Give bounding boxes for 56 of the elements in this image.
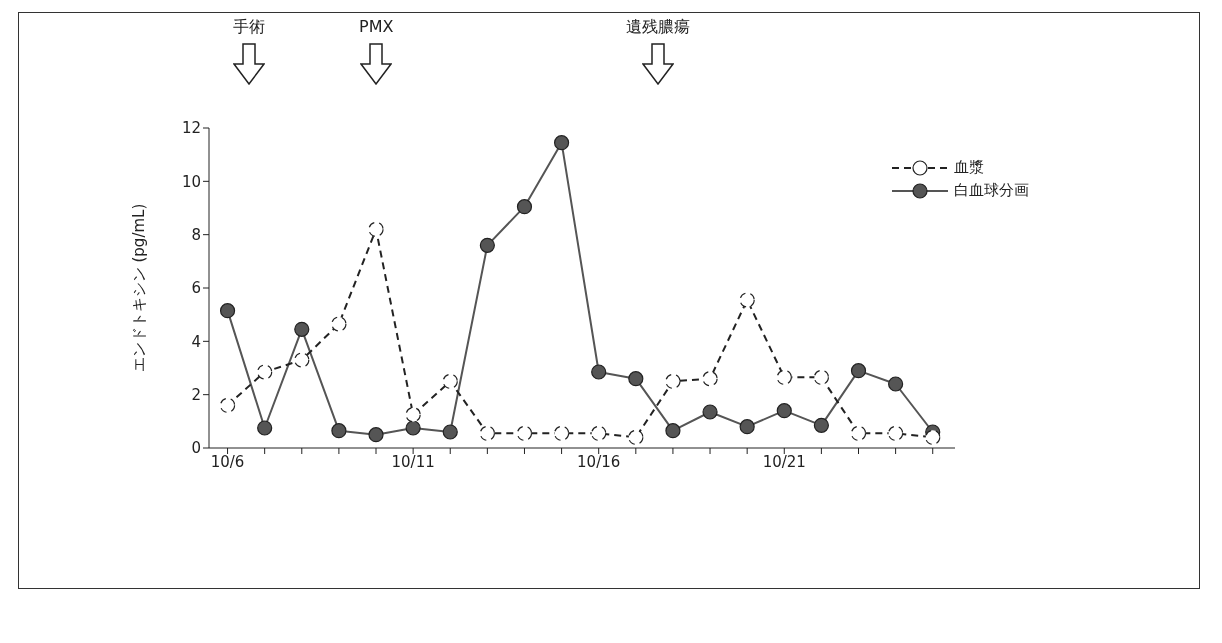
point (294, 321, 310, 337)
point (442, 424, 458, 440)
point (739, 419, 755, 435)
point (665, 423, 681, 439)
text: 遺残膿瘍 (625, 17, 692, 38)
point (888, 425, 904, 441)
y-tick-label: 2 (191, 385, 201, 404)
y-tick-label: 4 (191, 332, 201, 351)
point (702, 371, 718, 387)
point (479, 237, 495, 253)
x-tick-label: 10/16 (577, 452, 621, 471)
point (739, 292, 755, 308)
point (591, 364, 607, 380)
point (331, 423, 347, 439)
point (888, 376, 904, 392)
point (516, 425, 533, 441)
point (850, 425, 867, 441)
point (628, 371, 644, 387)
text: 手術 (231, 17, 266, 38)
point (331, 316, 347, 332)
point (776, 403, 792, 419)
point (665, 373, 681, 389)
point (591, 425, 607, 441)
y-tick-label: 8 (191, 225, 201, 244)
y-tick-label: 12 (181, 119, 201, 138)
point (776, 369, 792, 385)
x-tick-label: 10/11 (391, 452, 435, 471)
point (368, 221, 384, 237)
y-tick-label: 0 (191, 439, 201, 458)
point (628, 429, 644, 445)
y-axis-title: エンドトキシン (pg/mL) (130, 203, 149, 373)
point (257, 364, 273, 380)
legend-label: 白血球分画 (954, 181, 1029, 200)
point (850, 363, 867, 379)
point (516, 199, 533, 215)
point (702, 404, 718, 420)
text: PMX (358, 17, 395, 36)
point (553, 425, 570, 441)
point (294, 352, 310, 368)
y-tick-label: 6 (191, 279, 201, 298)
y-tick-label: 10 (181, 172, 201, 191)
point (219, 303, 236, 319)
point (257, 420, 273, 436)
x-tick-label: 10/21 (762, 452, 806, 471)
point (405, 420, 421, 436)
point (479, 425, 495, 441)
point (925, 429, 941, 445)
point (813, 369, 829, 385)
point (219, 397, 236, 413)
point (368, 427, 384, 443)
point (405, 407, 421, 423)
legend-label: 血漿 (954, 158, 984, 177)
point (553, 135, 570, 151)
point (442, 373, 458, 389)
x-tick-label: 10/6 (210, 452, 245, 471)
point (813, 417, 829, 433)
